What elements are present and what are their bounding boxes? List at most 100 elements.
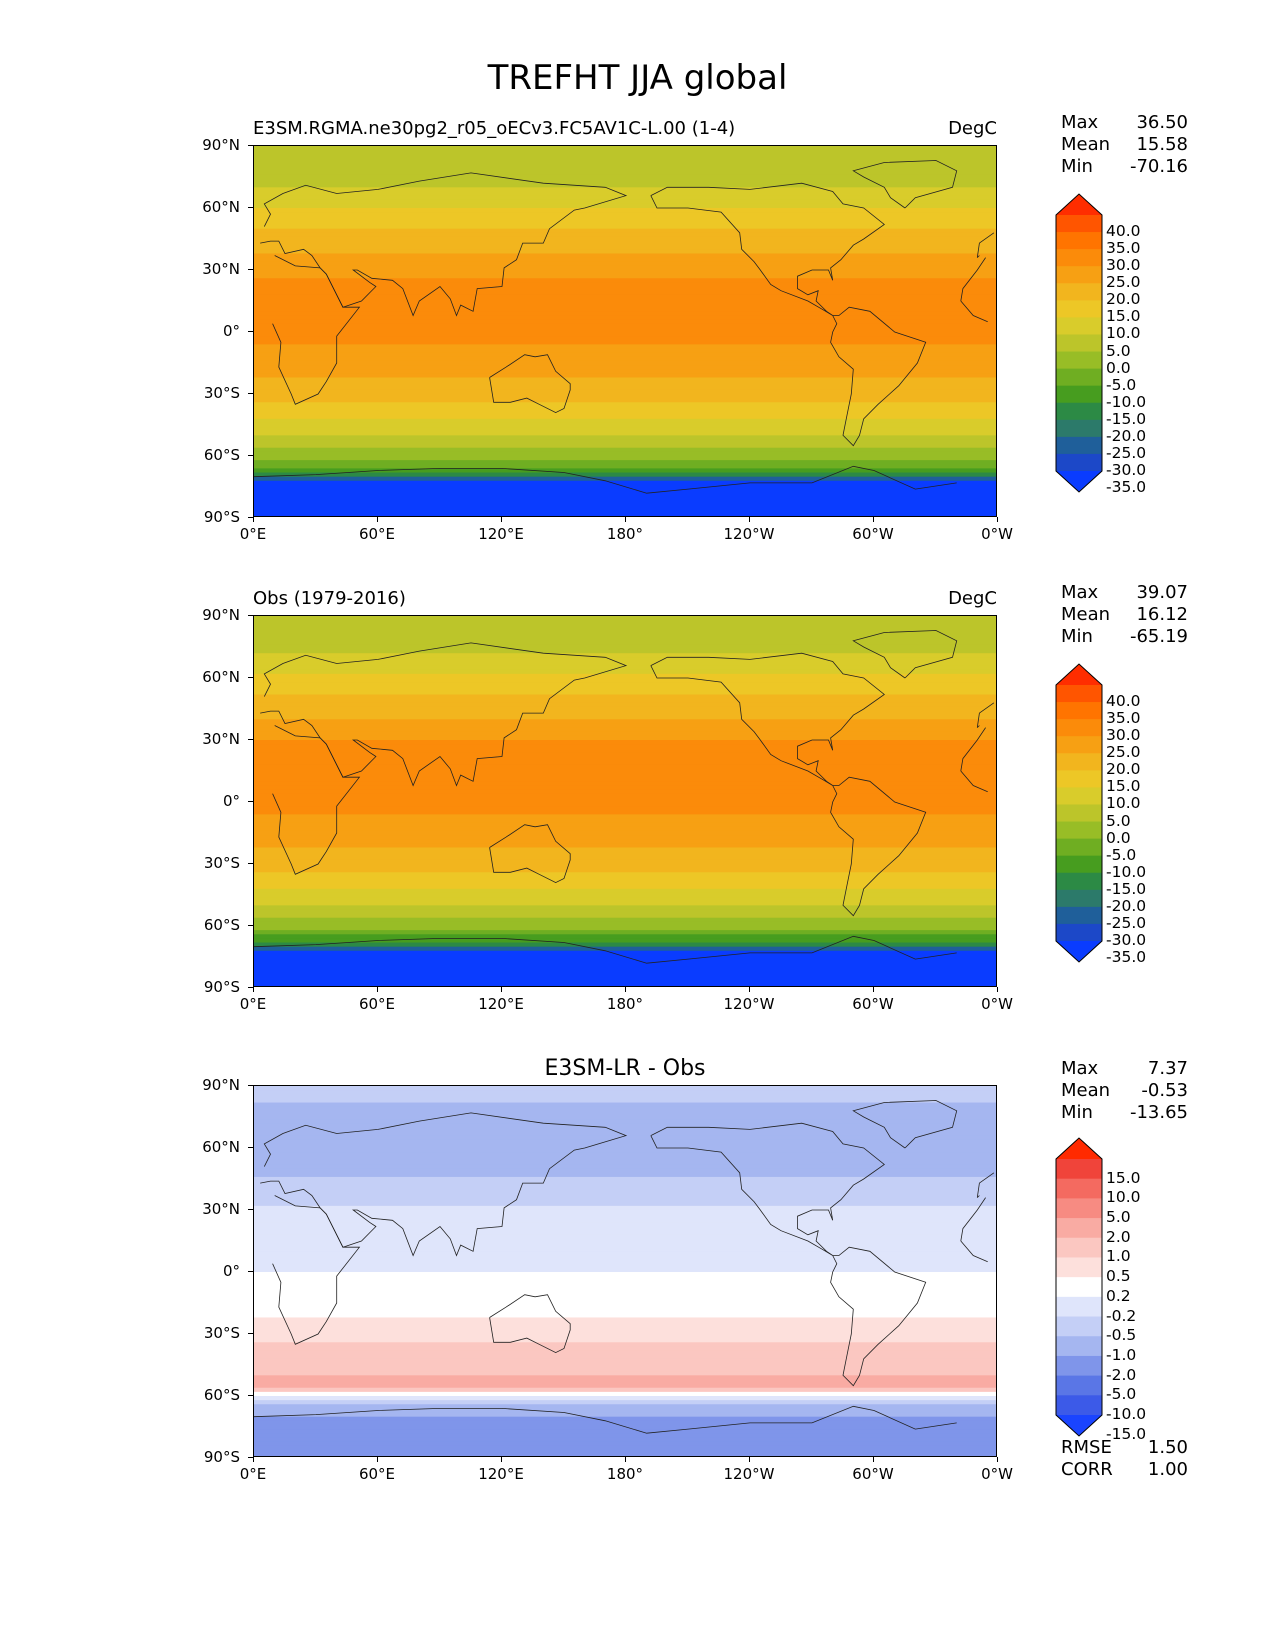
zonal-band — [254, 1255, 996, 1261]
zonal-band — [254, 1445, 996, 1451]
zonal-band — [254, 818, 996, 824]
zonal-band — [254, 377, 996, 383]
zonal-band — [254, 1119, 996, 1124]
colorbar-segment — [1056, 1395, 1102, 1416]
rmse-label: RMSE — [1061, 1437, 1112, 1458]
zonal-band — [254, 493, 996, 498]
colorbar-label: 10.0 — [1106, 794, 1141, 813]
y-tick-label: 0° — [222, 1262, 240, 1280]
zonal-band — [254, 472, 996, 478]
zonal-band — [254, 1148, 996, 1153]
zonal-band — [254, 431, 996, 436]
coastline — [830, 776, 927, 917]
zonal-band — [254, 930, 996, 935]
colorbar-segment — [1056, 453, 1102, 472]
stat-mean-value: 16.12 — [1136, 604, 1188, 625]
zonal-band — [254, 686, 996, 691]
zonal-band — [254, 1375, 996, 1381]
zonal-band — [254, 451, 996, 457]
zonal-band — [254, 657, 996, 663]
coastline — [830, 306, 927, 447]
zonal-band — [254, 414, 996, 420]
coastline — [650, 652, 885, 786]
stat-mean-label: Mean — [1061, 134, 1111, 155]
y-tick-label: 60°S — [203, 1386, 240, 1404]
zonal-band — [254, 690, 996, 696]
zonal-band — [254, 1243, 996, 1248]
x-tick-mark — [997, 1457, 998, 1462]
zonal-band — [254, 1139, 996, 1145]
zonal-band — [254, 497, 996, 503]
y-tick-mark — [248, 615, 253, 616]
coastline — [977, 1195, 980, 1198]
stat-mean-value: 15.58 — [1136, 134, 1188, 155]
colorbar-segment — [1056, 249, 1102, 267]
y-tick-label: 60°S — [203, 446, 240, 464]
stat-min-label: Min — [1061, 1102, 1093, 1123]
zonal-band — [254, 740, 996, 745]
y-tick-label: 30°S — [203, 384, 240, 402]
zonal-band — [254, 868, 996, 873]
coastline — [976, 702, 995, 728]
zonal-band — [254, 669, 996, 675]
y-tick-label: 0° — [222, 792, 240, 810]
x-tick-mark — [377, 1457, 378, 1462]
colorbar-label: -0.2 — [1106, 1306, 1137, 1325]
zonal-band — [254, 311, 996, 317]
zonal-band — [254, 332, 996, 337]
colorbar-segment — [1056, 194, 1102, 215]
zonal-band — [254, 422, 996, 428]
zonal-band — [254, 484, 996, 490]
zonal-band — [254, 806, 996, 811]
zonal-band — [254, 315, 996, 321]
zonal-band — [254, 942, 996, 948]
colorbar-label: 10.0 — [1106, 1188, 1141, 1207]
zonal-band — [254, 946, 996, 952]
zonal-band — [254, 1449, 996, 1455]
zonal-band — [254, 872, 996, 877]
colorbar — [1055, 1137, 1103, 1441]
zonal-band — [254, 649, 996, 654]
zonal-band — [254, 456, 996, 461]
coastline — [960, 727, 986, 772]
colorbar-label: -5.0 — [1106, 1385, 1137, 1404]
panel-title-center: E3SM-LR - Obs — [544, 1056, 706, 1081]
zonal-band — [254, 698, 996, 704]
y-tick-label: 60°N — [202, 1138, 240, 1156]
x-tick-mark — [625, 987, 626, 992]
colorbar-segment — [1056, 1178, 1102, 1199]
zonal-band — [254, 356, 996, 362]
zonal-band — [254, 727, 996, 733]
colorbar-segment — [1056, 804, 1102, 823]
colorbar-segment — [1056, 1198, 1102, 1219]
zonal-band — [254, 257, 996, 263]
zonal-band — [254, 447, 996, 453]
zonal-band — [254, 1408, 996, 1414]
colorbar-segment — [1056, 821, 1102, 840]
colorbar-segment — [1056, 923, 1102, 942]
stat-mean-value: -0.53 — [1141, 1080, 1188, 1101]
zonal-band — [254, 665, 996, 671]
coastline — [260, 172, 628, 317]
zonal-band — [254, 195, 996, 201]
zonal-band — [254, 1338, 996, 1343]
x-tick-label: 60°E — [358, 525, 396, 543]
zonal-band — [254, 682, 996, 687]
zonal-band — [254, 1152, 996, 1157]
colorbar-label: -10.0 — [1106, 1405, 1147, 1423]
zonal-band — [254, 954, 996, 960]
colorbar-segment — [1056, 368, 1102, 387]
colorbar-label: -15.0 — [1106, 879, 1147, 898]
y-tick-mark — [248, 739, 253, 740]
zonal-band — [254, 1396, 996, 1401]
zonal-band — [254, 979, 996, 985]
zonal-band — [254, 1131, 996, 1137]
colorbar-segment — [1056, 351, 1102, 370]
panel-units: DegC — [948, 118, 997, 139]
zonal-band — [254, 1127, 996, 1133]
colorbar-segment — [1056, 787, 1102, 805]
zonal-band — [254, 389, 996, 395]
zonal-band — [254, 884, 996, 890]
colorbar-label: 5.0 — [1106, 811, 1131, 830]
zonal-band — [254, 835, 996, 840]
